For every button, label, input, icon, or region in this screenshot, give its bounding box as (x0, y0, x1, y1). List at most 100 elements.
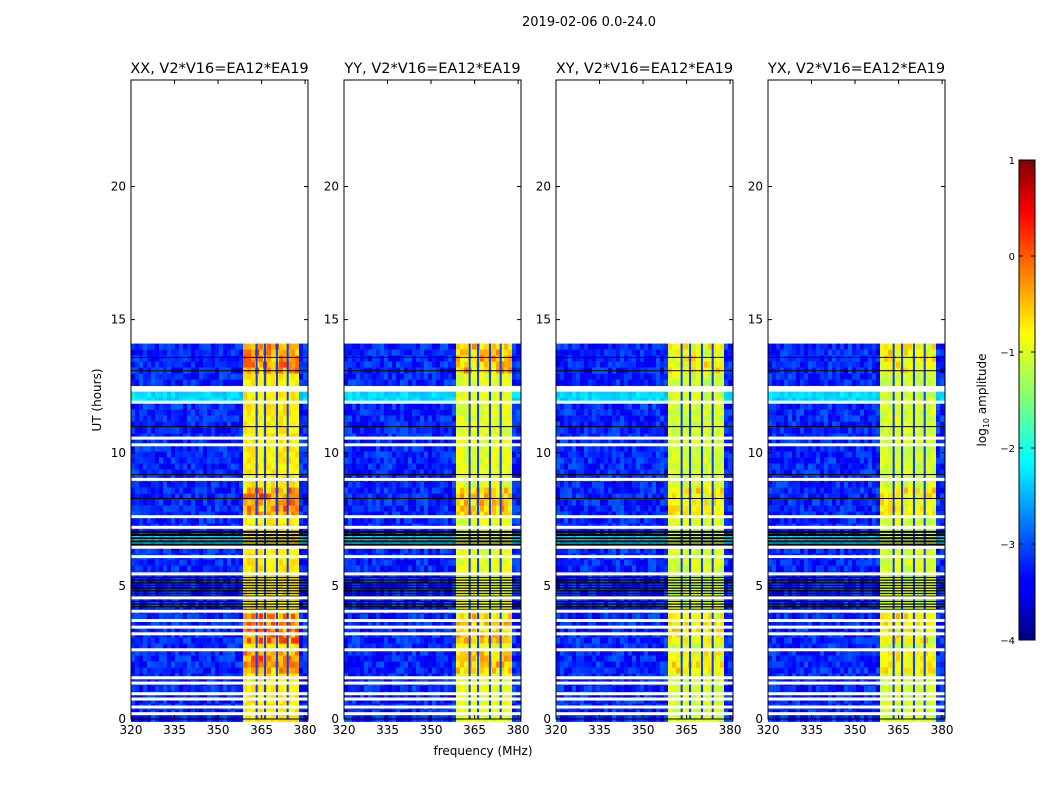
heatmap-cell (195, 391, 200, 398)
heatmap-cell (155, 685, 160, 692)
heatmap-cell (291, 667, 296, 674)
heatmap-cell (392, 421, 397, 428)
heatmap-cell (384, 427, 389, 434)
heatmap-cell (440, 451, 445, 458)
heatmap-cell (404, 583, 409, 590)
heatmap-cell (223, 505, 228, 512)
heatmap-cell (199, 439, 204, 446)
heatmap-cell (408, 409, 413, 416)
heatmap-cell (135, 487, 140, 494)
heatmap-cell (404, 409, 409, 416)
heatmap-cell (183, 625, 188, 632)
heatmap-cell (195, 409, 200, 416)
heatmap-cell (384, 355, 389, 362)
heatmap-cell (279, 511, 284, 518)
heatmap-cell (516, 559, 521, 566)
heatmap-cell (400, 373, 405, 380)
heatmap-cell (500, 415, 505, 422)
heatmap-cell (195, 403, 200, 410)
heatmap-cell (396, 409, 401, 416)
heatmap-cell (508, 517, 513, 524)
heatmap-cell (452, 451, 457, 458)
heatmap-cell (356, 547, 361, 554)
heatmap-cell (295, 655, 300, 662)
heatmap-cell (135, 451, 140, 458)
heatmap-cell (247, 511, 252, 518)
heatmap-cell (303, 355, 308, 362)
heatmap-cell (195, 667, 200, 674)
heatmap-cell (143, 511, 148, 518)
heatmap-cell (211, 517, 216, 524)
heatmap-cell (428, 565, 433, 572)
heatmap-cell (203, 343, 208, 350)
heatmap-cell (147, 517, 152, 524)
heatmap-cell (480, 349, 485, 356)
heatmap-cell (219, 547, 224, 554)
heatmap-cell (372, 493, 377, 500)
heatmap-cell (360, 451, 365, 458)
heatmap-cell (368, 349, 373, 356)
heatmap-cell (352, 517, 357, 524)
heatmap-cell (452, 427, 457, 434)
heatmap-cell (380, 391, 385, 398)
heatmap-cell (360, 343, 365, 350)
heatmap-cell (147, 439, 152, 446)
heatmap-cell (480, 517, 485, 524)
heatmap-cell (279, 613, 284, 620)
heatmap-cell (195, 637, 200, 644)
heatmap-cell (219, 583, 224, 590)
heatmap-cell (352, 619, 357, 626)
heatmap-cell (516, 511, 521, 518)
heatmap-cell (452, 583, 457, 590)
heatmap-cell (147, 445, 152, 452)
heatmap-cell (195, 661, 200, 668)
heatmap-cell (251, 625, 256, 632)
heatmap-cell (472, 349, 477, 356)
dark-stripe (131, 474, 308, 476)
heatmap-cell (143, 487, 148, 494)
heatmap-cell (504, 349, 509, 356)
heatmap-cell (131, 439, 136, 446)
heatmap-cell (436, 469, 441, 476)
heatmap-cell (504, 511, 509, 518)
heatmap-cell (344, 589, 349, 596)
heatmap-cell (283, 355, 288, 362)
heatmap-cell (227, 625, 232, 632)
heatmap-cell (416, 445, 421, 452)
heatmap-cell (408, 373, 413, 380)
heatmap-cell (512, 613, 517, 620)
heatmap-cell (372, 391, 377, 398)
heatmap-cell (239, 613, 244, 620)
heatmap-cell (356, 511, 361, 518)
heatmap-cell (227, 343, 232, 350)
heatmap-cell (352, 373, 357, 380)
heatmap-cell (396, 487, 401, 494)
heatmap-cell (420, 439, 425, 446)
heatmap-cell (416, 409, 421, 416)
heatmap-cell (352, 559, 357, 566)
heatmap-cell (360, 547, 365, 554)
heatmap-cell (416, 583, 421, 590)
heatmap-cell (440, 559, 445, 566)
heatmap-cell (380, 493, 385, 500)
heatmap-cell (251, 589, 256, 596)
heatmap-cell (163, 421, 168, 428)
heatmap-cell (143, 517, 148, 524)
heatmap-cell (376, 415, 381, 422)
heatmap-cell (364, 403, 369, 410)
heatmap-cell (388, 361, 393, 368)
heatmap-cell (179, 373, 184, 380)
heatmap-cell (512, 451, 517, 458)
heatmap-cell (219, 451, 224, 458)
heatmap-cell (500, 451, 505, 458)
heatmap-cell (484, 421, 489, 428)
heatmap-cell (352, 589, 357, 596)
heatmap-cell (456, 499, 461, 506)
heatmap-cell (452, 421, 457, 428)
heatmap-cell (299, 403, 304, 410)
heatmap-cell (279, 445, 284, 452)
heatmap-cell (283, 637, 288, 644)
heatmap-cell (183, 547, 188, 554)
heatmap-cell (424, 373, 429, 380)
heatmap-cell (412, 469, 417, 476)
